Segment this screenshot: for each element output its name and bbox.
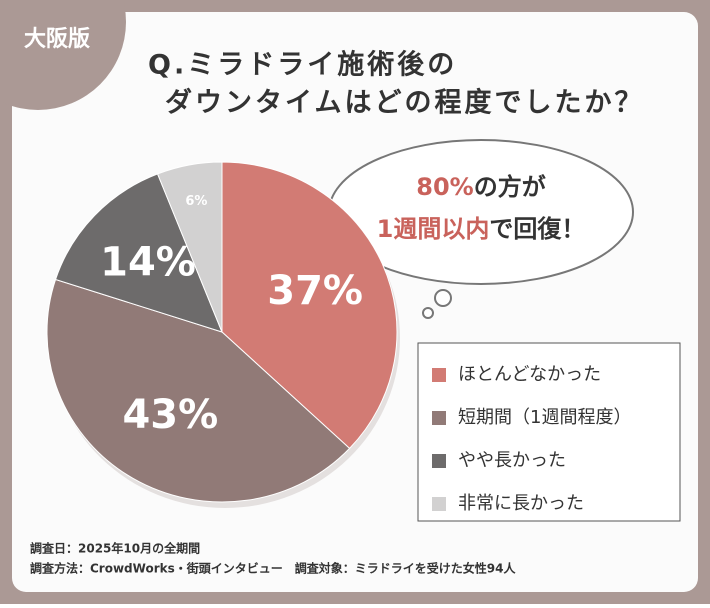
legend-box [417, 342, 681, 522]
pie: 37% 43% 14% 6% [46, 161, 400, 508]
legend-swatch [432, 368, 446, 382]
pie-slice [54, 173, 223, 333]
pie-slice [156, 161, 223, 333]
legend-label: やや長かった [458, 450, 566, 471]
annotation-part: で回復！ [489, 215, 585, 243]
annotation: 1週間以内で回復！ [377, 215, 586, 243]
legend-swatch [432, 497, 446, 511]
slice-label: 43% [122, 392, 218, 438]
badge-shape [0, 0, 126, 110]
title-line: ダウンタイムはどの程度でしたか？ [165, 87, 644, 119]
legend-swatch [432, 454, 446, 468]
legend-label: 非常に長かった [458, 493, 584, 514]
bubble-dot [422, 307, 434, 319]
note: 調査方法：CrowdWorks・街頭インタビュー 調査対象：ミラドライを受けた女… [30, 561, 516, 576]
legend-label: ほとんどなかった [458, 364, 601, 385]
legend-swatch [432, 411, 446, 425]
pie-slice [46, 278, 351, 503]
annotation-part: の方が [474, 173, 546, 201]
annotation-part: 80% [416, 173, 473, 201]
speech-bubble [328, 139, 634, 319]
legend-label: 短期間（1週間程度） [458, 407, 631, 428]
slice-label: 37% [267, 268, 363, 314]
note: 調査日：2025年10月の全期間 [30, 541, 200, 556]
bubble-dot [434, 289, 452, 307]
annotation-part: 1週間以内 [377, 215, 490, 243]
annotation: 80%の方が [416, 173, 545, 201]
slice-label: 14% [100, 240, 196, 286]
title-line: Q.ミラドライ施術後の [148, 50, 457, 81]
slice-label: 6% [185, 194, 207, 209]
pie-slice [221, 161, 398, 450]
badge: 大阪版 [24, 27, 90, 52]
